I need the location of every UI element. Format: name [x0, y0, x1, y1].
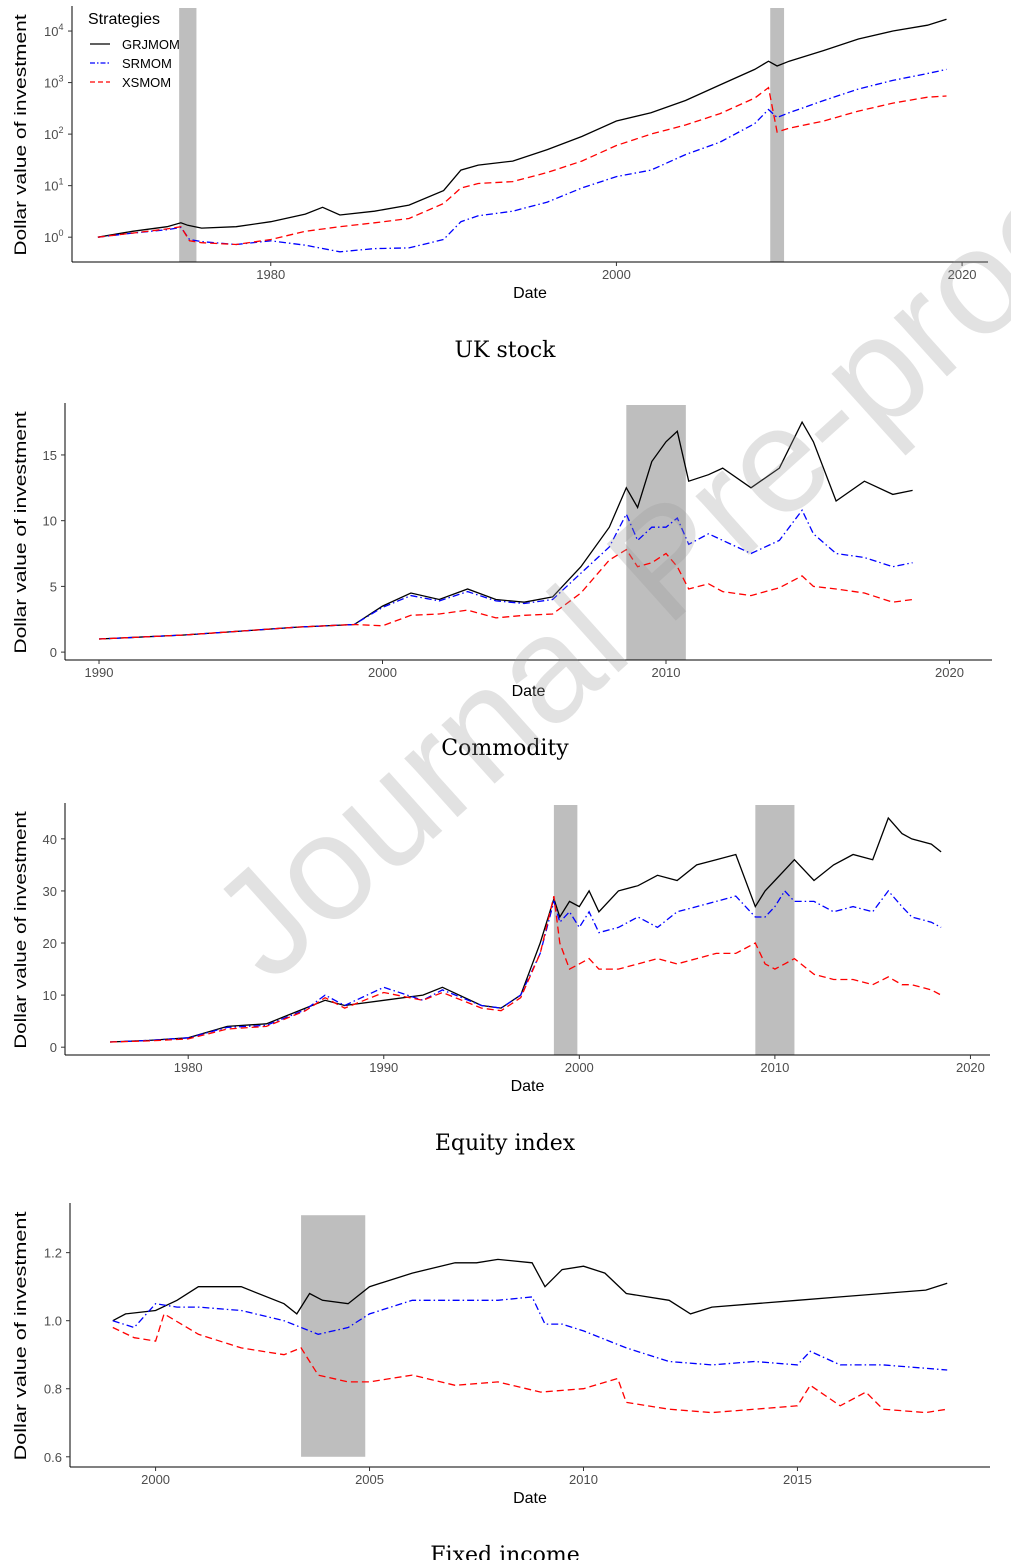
y-tick-label: 0.6 — [44, 1450, 62, 1465]
x-tick-label: 2000 — [602, 267, 631, 282]
x-tick-label: 2005 — [355, 1472, 384, 1487]
x-axis-title: Date — [513, 1490, 547, 1507]
series-line-grjmom — [109, 816, 942, 1043]
y-tick-label: 5 — [50, 579, 57, 594]
x-axis-title: Date — [513, 285, 547, 302]
y-tick-label: 103 — [44, 74, 63, 91]
series-line-xsmom — [109, 895, 942, 1043]
panel-caption: UK stock — [455, 338, 557, 363]
shaded-period — [770, 8, 785, 262]
x-tick-label: 2000 — [141, 1472, 170, 1487]
x-tick-label: 2000 — [368, 665, 397, 680]
series-line-grjmom — [97, 18, 947, 238]
y-tick-label: 40 — [43, 832, 57, 847]
y-tick-label: 15 — [43, 448, 57, 463]
series-line-srmom — [98, 508, 913, 640]
series-line-srmom — [109, 889, 942, 1043]
x-tick-label: 1990 — [85, 665, 114, 680]
x-tick-label: 2020 — [935, 665, 964, 680]
x-tick-label: 1990 — [369, 1060, 398, 1075]
shaded-period — [626, 405, 686, 660]
y-axis-title: Dollar value of investment — [11, 1211, 30, 1460]
x-axis-title: Date — [512, 683, 546, 700]
y-axis-title: Dollar value of investment — [11, 411, 30, 654]
legend-label: GRJMOM — [122, 37, 180, 52]
x-tick-label: 2010 — [569, 1472, 598, 1487]
y-tick-label: 1.0 — [44, 1314, 62, 1329]
y-tick-label: 0 — [50, 1040, 57, 1055]
y-tick-label: 10 — [43, 514, 57, 529]
series-line-xsmom — [97, 86, 947, 246]
legend-label: XSMOM — [122, 75, 171, 90]
commodity-chart: 1990 2000 2010 2020 0 5 10 15 Date Dollar value o… — [11, 403, 992, 761]
series-line-srmom — [97, 68, 947, 253]
series-line-xsmom — [112, 1312, 948, 1414]
x-tick-label: 2015 — [783, 1472, 812, 1487]
y-tick-label: 0 — [50, 645, 57, 660]
panel-caption: Fixed income — [430, 1543, 579, 1560]
y-axis-title: Dollar value of investment — [11, 811, 30, 1049]
panel-caption: Commodity — [441, 736, 569, 761]
x-tick-label: 2020 — [956, 1060, 985, 1075]
y-tick-label: 20 — [43, 936, 57, 951]
y-axis-title: Dollar value of investment — [11, 14, 30, 256]
shaded-period — [179, 8, 197, 262]
x-tick-label: 1980 — [256, 267, 285, 282]
y-tick-label: 10 — [43, 988, 57, 1003]
y-tick-label: 100 — [44, 228, 63, 245]
y-tick-label: 1.2 — [44, 1246, 62, 1261]
uk-stock-chart: 1980 2000 2020 100 101 102 103 104 Date Dollar va… — [11, 6, 988, 363]
y-tick-label: 0.8 — [44, 1382, 62, 1397]
legend-title: Strategies — [88, 11, 160, 28]
panel-caption: Equity index — [435, 1131, 576, 1156]
equity-index-chart: 1980 1990 2000 2010 2020 0 10 20 30 40 Date Dollar … — [11, 803, 990, 1156]
shaded-period — [755, 805, 795, 1055]
x-tick-label: 2020 — [948, 267, 977, 282]
series-line-grjmom — [112, 1258, 948, 1322]
fixed-income-chart: 2000 2005 2010 2015 0.6 0.8 1.0 1.2 Date Dollar v… — [11, 1203, 990, 1560]
y-tick-label: 104 — [44, 22, 63, 39]
series-line-srmom — [112, 1296, 948, 1371]
series-line-grjmom — [98, 420, 913, 640]
legend-label: SRMOM — [122, 56, 172, 71]
y-tick-label: 102 — [44, 125, 63, 142]
x-tick-label: 2000 — [565, 1060, 594, 1075]
series-line-xsmom — [98, 548, 913, 640]
x-axis-title: Date — [511, 1078, 545, 1095]
x-tick-label: 2010 — [760, 1060, 789, 1075]
x-tick-label: 1980 — [174, 1060, 203, 1075]
shaded-period — [553, 805, 578, 1055]
y-tick-label: 101 — [44, 177, 63, 194]
shaded-period — [301, 1215, 366, 1457]
x-tick-label: 2010 — [652, 665, 681, 680]
y-tick-label: 30 — [43, 884, 57, 899]
